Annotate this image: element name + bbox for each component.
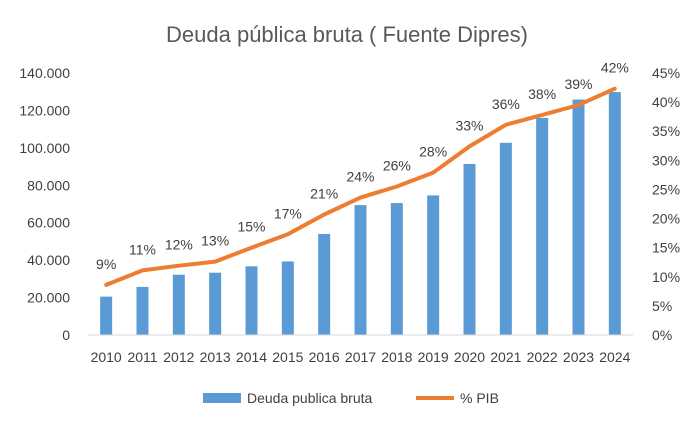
bar [318,233,331,335]
left-tick-label: 60.000 [27,215,70,231]
right-tick-label: 20% [652,211,680,227]
x-tick-label: 2020 [454,349,485,365]
chart-title: Deuda pública bruta ( Fuente Dipres) [166,22,528,47]
legend-swatch-bar [203,393,241,403]
x-tick-label: 2015 [272,349,303,365]
pib-data-label: 21% [310,185,338,201]
right-tick-label: 35% [652,123,680,139]
x-tick-label: 2014 [236,349,267,365]
x-tick-label: 2023 [563,349,594,365]
bar [281,261,294,335]
x-tick-label: 2011 [127,349,157,365]
bar-series [100,92,621,336]
legend-label-line: % PIB [460,390,499,406]
bar [536,117,549,336]
pib-data-label: 42% [601,60,629,76]
pib-data-label: 26% [383,158,411,174]
left-tick-label: 20.000 [27,290,70,306]
pib-line [104,86,617,287]
x-tick-label: 2010 [91,349,122,365]
right-tick-label: 10% [652,269,680,285]
right-tick-label: 0% [652,327,672,343]
right-tick-label: 25% [652,181,680,197]
bar [390,203,403,335]
bar [427,195,440,335]
pib-data-label: 38% [528,86,556,102]
x-tick-label: 2018 [381,349,412,365]
x-tick-label: 2017 [345,349,376,365]
bar [209,272,222,335]
pib-data-label: 36% [492,96,520,112]
bar [245,266,258,335]
right-tick-label: 45% [652,65,680,81]
pib-data-label: 15% [237,219,265,235]
x-tick-label: 2019 [418,349,449,365]
pib-data-label: 24% [346,169,374,185]
x-tick-label: 2012 [163,349,194,365]
left-tick-label: 80.000 [27,177,70,193]
legend-label-bar: Deuda publica bruta [247,390,373,406]
x-tick-label: 2016 [309,349,340,365]
bar [100,296,113,335]
legend: Deuda publica bruta % PIB [203,390,499,406]
pib-data-label: 39% [564,76,592,92]
bar [499,142,512,335]
right-tick-label: 30% [652,152,680,168]
left-tick-label: 140.000 [19,65,70,81]
pib-data-label: 33% [455,117,483,133]
pib-data-label: 12% [165,237,193,253]
line-series [104,86,617,287]
right-tick-label: 40% [652,94,680,110]
bar [572,99,585,336]
bar [172,274,185,335]
left-y-axis: 0 20.000 40.000 60.000 80.000 100.000 120.000 1… [19,65,70,343]
x-tick-label: 2021 [490,349,521,365]
pib-data-label: 13% [201,233,229,249]
left-tick-label: 100.000 [19,140,70,156]
bar [354,205,367,335]
right-tick-label: 15% [652,240,680,256]
pib-data-label: 28% [419,144,447,160]
left-tick-label: 40.000 [27,252,70,268]
bar [136,286,149,335]
line-data-labels: 9% 11% 12% 13% 15% 17% 21% 24% 26% 28% 33% 36% 38% 39… [96,60,629,272]
pib-data-label: 9% [96,256,116,272]
right-y-axis: 0% 5% 10% 15% 20% 25% 30% 35% 40% 45% [652,65,680,343]
bar [463,163,476,335]
x-tick-label: 2013 [200,349,231,365]
left-tick-label: 120.000 [19,102,70,118]
right-tick-label: 5% [652,298,672,314]
x-tick-label: 2024 [599,349,630,365]
bar [608,92,621,336]
x-tick-label: 2022 [527,349,558,365]
pib-data-label: 17% [274,205,302,221]
left-tick-label: 0 [62,327,70,343]
pib-data-label: 11% [129,241,156,257]
x-axis: 2010 2011 2012 2013 2014 2015 2016 2017 2018 2019… [91,349,631,365]
